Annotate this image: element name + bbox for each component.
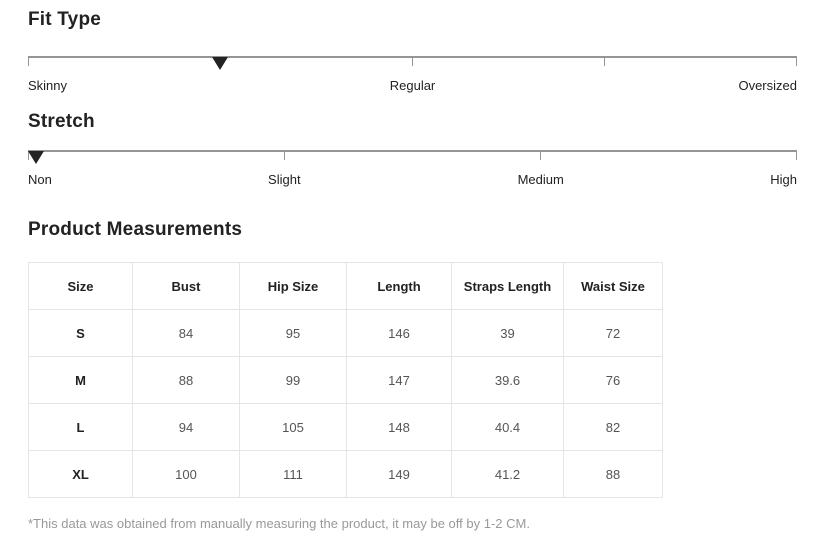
product-detail-panel: Fit Type Skinny Regular Oversized Stretch … [27,8,797,532]
column-header-straps-length: Straps Length [451,262,564,310]
fit-type-label-oversized: Oversized [738,78,797,93]
stretch-marker-icon [28,151,44,164]
stretch-tick [540,152,542,160]
fit-type-marker-icon [212,57,229,70]
measurement-value-cell: 41.2 [451,450,564,498]
stretch-label-high: High [770,172,797,187]
measurement-value-cell: 147 [346,356,452,404]
column-header-length: Length [346,262,452,310]
measurement-value-cell: 76 [563,356,663,404]
fit-type-slider: Skinny Regular Oversized [27,56,797,94]
fit-type-heading: Fit Type [28,9,102,30]
measurement-value-cell: 148 [346,403,452,451]
measurement-value-cell: 72 [563,309,663,357]
size-cell: XL [28,450,133,498]
measurement-disclaimer: *This data was obtained from manually me… [28,516,530,531]
fit-type-label-skinny: Skinny [28,78,68,93]
measurement-value-cell: 82 [563,403,663,451]
stretch-tick [283,152,285,160]
measurement-value-cell: 111 [239,450,347,498]
measurement-value-cell: 146 [346,309,452,357]
table-row-size-xl: XL 100 111 149 41.2 88 [28,450,663,498]
stretch-label-non: Non [28,172,52,187]
measurement-value-cell: 88 [132,356,240,404]
fit-type-tick [27,58,29,66]
measurement-value-cell: 99 [239,356,347,404]
size-cell: M [28,356,133,404]
product-measurements-section: Product Measurements Size Bust Hip Size Len… [28,218,797,532]
stretch-heading: Stretch [28,111,95,132]
measurements-table: Size Bust Hip Size Length Straps Length Waist… [28,262,663,498]
measurement-value-cell: 88 [563,450,663,498]
product-measurements-heading: Product Measurements [28,219,243,240]
measurement-value-cell: 40.4 [451,403,564,451]
fit-type-labels: Skinny Regular Oversized [28,78,797,94]
column-header-hip-size: Hip Size [239,262,347,310]
table-row-size-m: M 88 99 147 39.6 76 [28,356,663,404]
column-header-waist-size: Waist Size [563,262,663,310]
fit-type-section: Fit Type Skinny Regular Oversized [27,8,797,94]
measurement-value-cell: 100 [132,450,240,498]
measurement-value-cell: 95 [239,309,347,357]
stretch-label-medium: Medium [517,172,564,187]
measurement-value-cell: 84 [132,309,240,357]
measurement-value-cell: 39 [451,309,564,357]
measurements-table-body: S 84 95 146 39 72 M 88 99 147 39.6 76 L 94 105 148 40.4 8… [28,309,663,498]
stretch-labels: Non Slight Medium High [28,172,797,188]
fit-type-track [27,56,797,70]
fit-type-tick [412,58,413,66]
measurements-table-head: Size Bust Hip Size Length Straps Length Waist… [28,262,663,310]
column-header-size: Size [28,262,133,310]
size-cell: S [28,309,133,357]
table-header-row: Size Bust Hip Size Length Straps Length Waist… [28,262,663,310]
stretch-slider: Non Slight Medium High [27,150,797,188]
stretch-tick [796,152,797,160]
fit-type-label-regular: Regular [389,78,436,93]
column-header-bust: Bust [132,262,240,310]
stretch-label-slight: Slight [268,172,301,187]
measurement-value-cell: 105 [239,403,347,451]
size-cell: L [28,403,133,451]
stretch-section: Stretch Non Slight Medium High [27,110,797,188]
table-row-size-l: L 94 105 148 40.4 82 [28,403,663,451]
table-row-size-s: S 84 95 146 39 72 [28,309,663,357]
measurement-value-cell: 149 [346,450,452,498]
measurement-value-cell: 39.6 [451,356,564,404]
fit-type-tick [796,58,797,66]
stretch-track [27,150,797,164]
fit-type-tick [604,58,606,66]
measurement-value-cell: 94 [132,403,240,451]
